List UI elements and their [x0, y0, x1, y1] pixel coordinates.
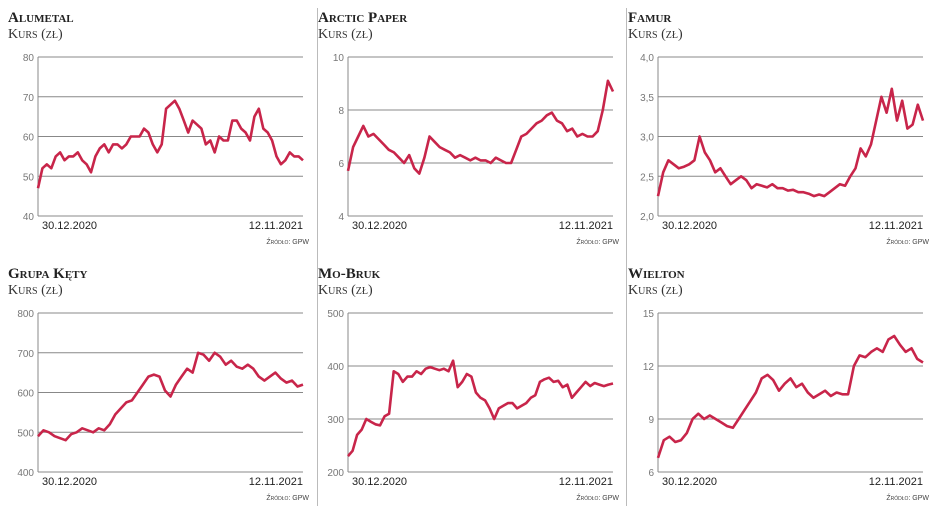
price-line: [656, 334, 924, 459]
y-tick-label: 12: [643, 362, 655, 373]
source-note: Źródło: GPW: [266, 237, 309, 246]
chart-panel-mo-bruk: Mo-Bruk Kurs (zł) 200 300 400 500 30.12.2020 12…: [318, 256, 628, 510]
y-tick-label: 70: [23, 93, 35, 104]
x-start-label: 30.12.2020: [662, 476, 717, 488]
source-note: Źródło: GPW: [576, 237, 619, 246]
y-tick-label: 40: [23, 212, 35, 223]
chart-title: Arctic Paper: [318, 10, 408, 26]
source-note: Źródło: GPW: [576, 493, 619, 502]
x-end-label: 12.11.2021: [249, 220, 303, 232]
y-tick-label: 200: [327, 468, 344, 479]
x-end-label: 12.11.2021: [869, 476, 923, 488]
y-tick-label: 2,5: [640, 172, 654, 183]
y-tick-label: 300: [327, 415, 344, 426]
x-end-label: 12.11.2021: [249, 476, 303, 488]
y-axis-label: Kurs (zł): [8, 27, 63, 42]
y-tick-label: 6: [648, 468, 654, 479]
y-tick-label: 60: [23, 133, 35, 144]
chart-title: Alumetal: [8, 10, 74, 26]
y-tick-label: 400: [327, 362, 344, 373]
price-line: [36, 99, 304, 189]
y-axis-label: Kurs (zł): [628, 27, 683, 42]
y-axis-label: Kurs (zł): [628, 283, 683, 298]
chart-title: Famur: [628, 10, 672, 26]
y-tick-label: 500: [17, 428, 34, 439]
chart-panel-famur: Famur Kurs (zł) 2,0 2,5 3,0 3,5 4,0 30.12.2020 1…: [628, 0, 938, 254]
column-divider: [626, 8, 627, 506]
y-tick-label: 3,5: [640, 93, 654, 104]
price-line: [37, 351, 304, 442]
y-axis-label: Kurs (zł): [318, 27, 373, 42]
y-tick-label: 4,0: [640, 53, 654, 64]
x-start-label: 30.12.2020: [42, 220, 97, 232]
source-note: Źródło: GPW: [886, 237, 929, 246]
y-axis-label: Kurs (zł): [318, 283, 373, 298]
x-start-label: 30.12.2020: [352, 476, 407, 488]
x-start-label: 30.12.2020: [352, 220, 407, 232]
y-tick-label: 50: [23, 172, 35, 183]
y-tick-label: 500: [327, 309, 344, 320]
x-end-label: 12.11.2021: [559, 220, 613, 232]
y-tick-label: 4: [338, 212, 344, 223]
chart-panel-wielton: Wielton Kurs (zł) 6 9 12 15 30.12.2020 12.11.20…: [628, 256, 938, 510]
chart-title: Wielton: [628, 266, 685, 282]
y-tick-label: 400: [17, 468, 34, 479]
column-divider: [317, 8, 318, 506]
y-tick-label: 8: [338, 106, 344, 117]
y-tick-label: 3,0: [640, 133, 654, 144]
x-start-label: 30.12.2020: [42, 476, 97, 488]
chart-panel-arctic-paper: Arctic Paper Kurs (zł) 4 6 8 10 30.12.2020 12.1…: [318, 0, 628, 254]
y-tick-label: 2,0: [640, 212, 654, 223]
source-note: Źródło: GPW: [266, 493, 309, 502]
y-tick-label: 80: [23, 53, 35, 64]
y-tick-label: 15: [643, 309, 655, 320]
price-line: [347, 359, 614, 457]
source-note: Źródło: GPW: [886, 493, 929, 502]
chart-panel-grupa-kęty: Grupa Kęty Kurs (zł) 400 500 600 700 800 30.12.…: [8, 256, 318, 510]
chart-panel-alumetal: Alumetal Kurs (zł) 40 50 60 70 80 30.12.2020 12.…: [8, 0, 318, 254]
price-line: [656, 87, 925, 198]
y-tick-label: 6: [338, 159, 344, 170]
y-tick-label: 700: [17, 349, 34, 360]
y-axis-label: Kurs (zł): [8, 283, 63, 298]
y-tick-label: 600: [17, 389, 34, 400]
x-start-label: 30.12.2020: [662, 220, 717, 232]
y-tick-label: 9: [648, 415, 654, 426]
chart-title: Grupa Kęty: [8, 266, 87, 282]
y-tick-label: 10: [333, 53, 345, 64]
chart-title: Mo-Bruk: [318, 266, 381, 282]
x-end-label: 12.11.2021: [869, 220, 923, 232]
y-tick-label: 800: [17, 309, 34, 320]
x-end-label: 12.11.2021: [559, 476, 613, 488]
price-line: [346, 79, 615, 175]
